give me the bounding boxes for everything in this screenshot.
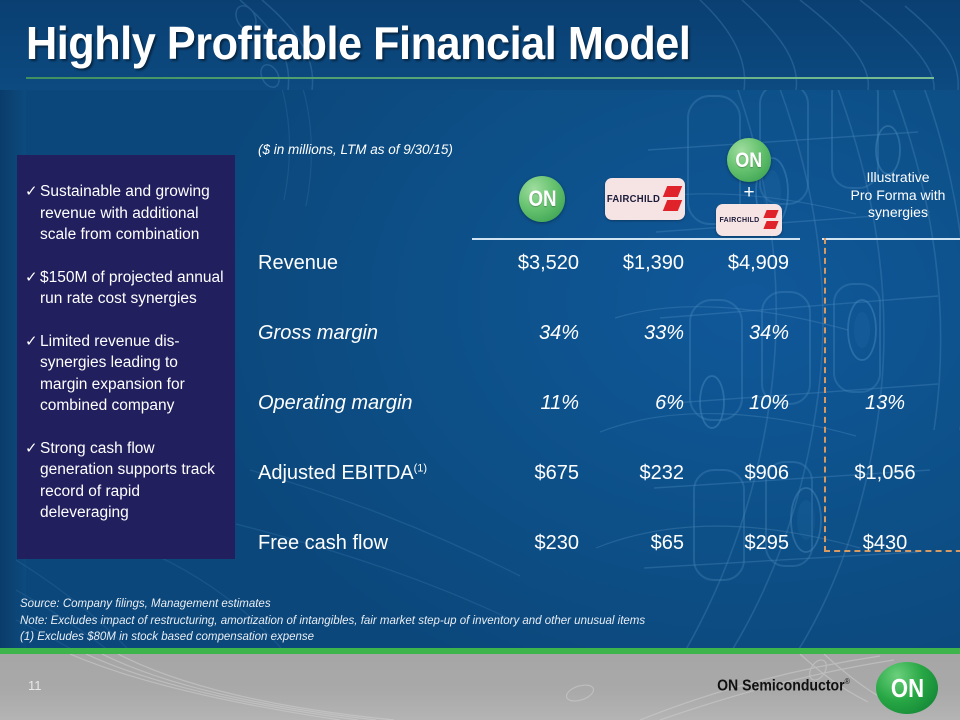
table-row: Operating margin 11% 6% 10% 13% [250, 392, 950, 426]
list-item-label: Sustainable and growing revenue with add… [40, 183, 210, 243]
table-row: Revenue $3,520 $1,390 $4,909 [250, 252, 950, 286]
cell-proforma: $1,056 [854, 462, 916, 484]
fairchild-logo-text: FAIRCHILD [719, 216, 760, 224]
table-header-rule-proforma [822, 238, 960, 240]
registered-mark-icon: ® [844, 677, 850, 686]
cell-fairchild: 33% [643, 322, 684, 344]
general-note: Note: Excludes impact of restructuring, … [20, 614, 646, 627]
key-points-panel: ✓ Sustainable and growing revenue with a… [17, 155, 235, 559]
on-logo: ON [519, 176, 565, 222]
page-number: 11 [28, 678, 42, 693]
financials-table: ON FAIRCHILD ON + FAIRCHILD [250, 138, 960, 570]
list-item: ✓ Strong cash flow generation supports t… [25, 438, 225, 524]
title-underline [26, 77, 934, 79]
checkmark-icon: ✓ [25, 183, 38, 200]
table-row: Gross margin 34% 33% 34% [250, 322, 950, 356]
on-logo: ON [727, 138, 771, 182]
fairchild-slash-mark [762, 210, 779, 230]
on-logo-text: ON [890, 673, 924, 703]
proforma-caption-line: Illustrative [866, 169, 930, 185]
table-header-rule-main [472, 238, 800, 240]
page-title: Highly Profitable Financial Model [26, 17, 691, 69]
cell-on: 11% [540, 392, 579, 414]
proforma-caption-line: Pro Forma with [850, 186, 946, 203]
checkmark-icon: ✓ [25, 332, 38, 350]
cell-on: $3,520 [517, 252, 579, 274]
source-note: Source: Company filings, Management esti… [20, 598, 271, 610]
table-header-logos: ON FAIRCHILD ON + FAIRCHILD [250, 138, 950, 236]
cell-proforma: 13% [864, 392, 906, 414]
fairchild-logo: FAIRCHILD [716, 204, 782, 236]
cell-proforma: $430 [862, 532, 908, 554]
title-bar: Highly Profitable Financial Model [0, 0, 960, 91]
row-label: Operating margin [258, 392, 413, 414]
footer-artwork [0, 654, 960, 720]
list-item-label: Strong cash flow generation supports tra… [40, 439, 215, 522]
on-logo-text: ON [527, 186, 557, 211]
cell-fairchild: 6% [655, 392, 684, 414]
list-item: ✓ Limited revenue dis-synergies leading … [25, 331, 225, 417]
row-footnote-marker: (1) [413, 462, 428, 475]
row-label: Revenue [258, 252, 339, 274]
cell-fairchild: $232 [639, 462, 685, 484]
footer-green-bar [0, 648, 960, 654]
checkmark-icon: ✓ [25, 268, 38, 286]
on-logo-text: ON [735, 148, 763, 172]
cell-on: $675 [534, 462, 580, 484]
table-row: Free cash flow $230 $65 $295 $430 [250, 532, 950, 566]
proforma-column-caption: Illustrative Pro Forma with synergies [818, 169, 960, 222]
proforma-caption-line: synergies [868, 204, 928, 220]
cell-on: 34% [538, 322, 579, 344]
cell-combined: 10% [748, 392, 789, 414]
proforma-highlight-box [824, 238, 960, 552]
plus-icon: + [743, 182, 755, 203]
cell-combined: 34% [748, 322, 789, 344]
row-label: Free cash flow [258, 532, 389, 554]
list-item-label: $150M of projected annual run rate cost … [40, 268, 224, 308]
list-item-label: Limited revenue dis-synergies leading to… [40, 332, 185, 415]
fairchild-logo: FAIRCHILD [605, 178, 685, 220]
list-item: ✓ $150M of projected annual run rate cos… [25, 267, 225, 310]
brand-wordmark: ON Semiconductor® [717, 677, 850, 695]
cell-fairchild: $65 [650, 532, 684, 554]
cell-combined: $906 [744, 462, 790, 484]
footnote-1: (1) Excludes $80M in stock based compens… [20, 631, 315, 643]
cell-combined: $295 [744, 532, 790, 554]
list-item: ✓ Sustainable and growing revenue with a… [25, 181, 225, 246]
row-label: Adjusted EBITDA(1) [258, 462, 428, 484]
units-note: ($ in millions, LTM as of 9/30/15) [258, 142, 453, 157]
row-label: Gross margin [258, 322, 379, 344]
title-bar-artwork [0, 0, 960, 91]
on-logo: ON [876, 662, 938, 714]
cell-on: $230 [534, 532, 580, 554]
footnotes: Source: Company filings, Management esti… [20, 596, 780, 646]
checkmark-icon: ✓ [25, 439, 38, 457]
cell-fairchild: $1,390 [622, 252, 684, 274]
slide-footer: 11 ON Semiconductor® ON [0, 654, 960, 720]
cell-combined: $4,909 [727, 252, 789, 274]
table-row: Adjusted EBITDA(1) $675 $232 $906 $1,056 [250, 462, 950, 496]
fairchild-slash-mark [662, 186, 683, 212]
fairchild-logo-text: FAIRCHILD [606, 193, 661, 205]
